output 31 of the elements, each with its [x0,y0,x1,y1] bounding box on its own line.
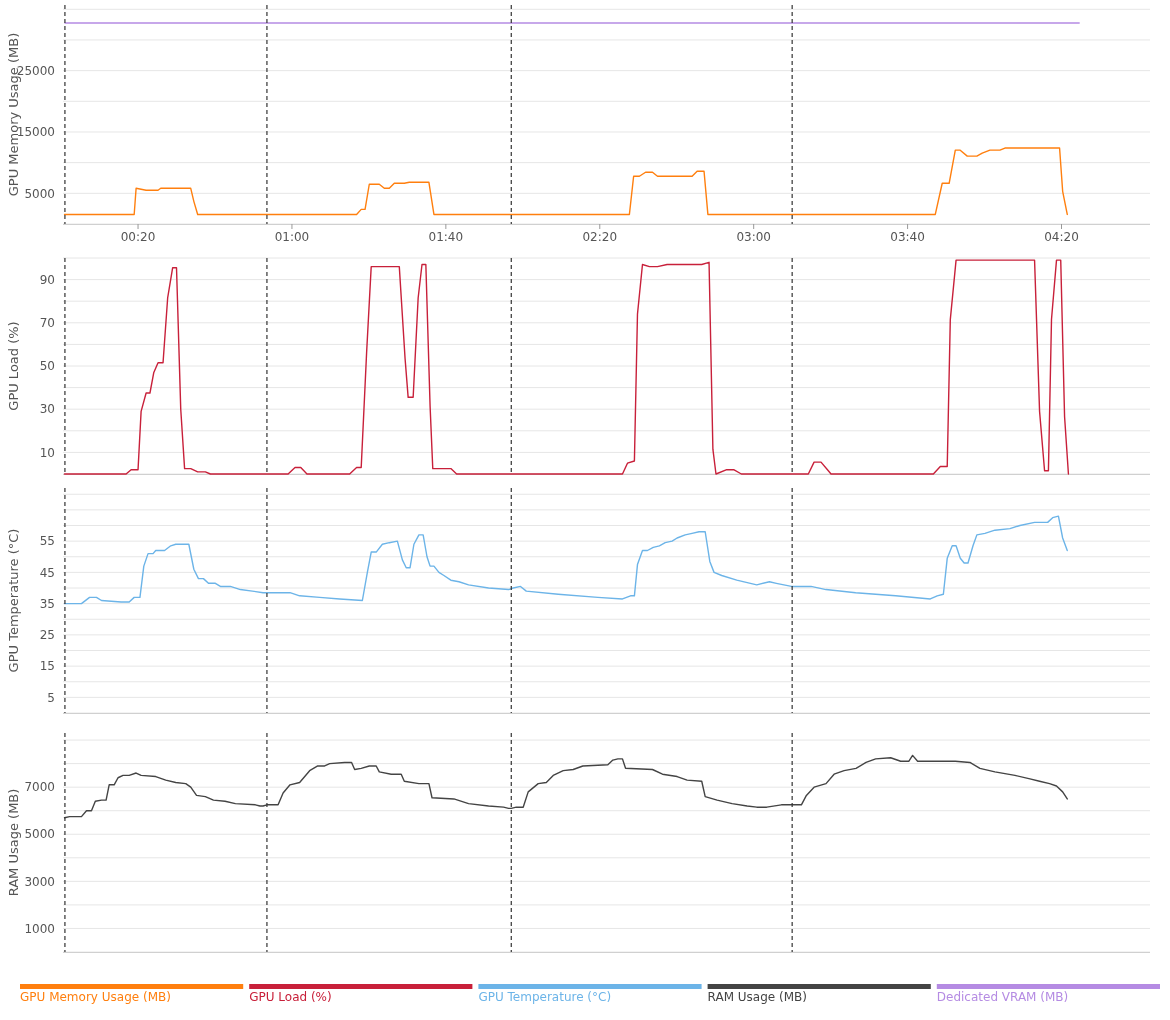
y-tick-label: 55 [39,534,55,549]
text: GPU Memory Usage (MB) [20,990,171,1004]
text: RAM Usage (MB) [707,990,807,1004]
y-tick-label: 3000 [24,874,55,889]
x-tick-label: 03:40 [890,230,925,244]
text: GPU Temperature (°C) [478,990,612,1004]
x-tick-label: 03:00 [736,230,771,244]
x-tick-label: 01:40 [428,230,464,244]
text: Dedicated VRAM (MB) [936,990,1069,1004]
y-axis-title: GPU Load (%) [6,321,21,411]
y-tick-label: 45 [39,565,55,580]
y-tick-label: 5 [47,690,55,705]
y-axis-title: GPU Temperature (°C) [6,528,21,673]
x-tick-label: 04:20 [1044,230,1079,244]
y-tick-label: 25 [39,628,55,643]
y-tick-label: 70 [39,316,55,330]
y-tick-label: 35 [39,596,55,611]
x-tick-label: 01:00 [274,230,310,244]
y-tick-label: 30 [39,402,55,417]
y-tick-label: 5000 [24,186,55,201]
y-axis-title: RAM Usage (MB) [6,788,21,897]
y-tick-label: 1000 [24,921,55,936]
x-tick-label: 02:20 [582,230,618,244]
y-tick-label: 90 [39,272,55,287]
y-tick-label: 5000 [24,827,55,842]
x-tick-label: 00:20 [120,230,156,244]
text: GPU Load (%) [249,990,332,1004]
y-tick-label: 7000 [24,780,55,795]
y-tick-label: 50 [39,359,55,374]
y-tick-label: 15 [39,659,55,674]
y-tick-label: 10 [39,445,55,460]
